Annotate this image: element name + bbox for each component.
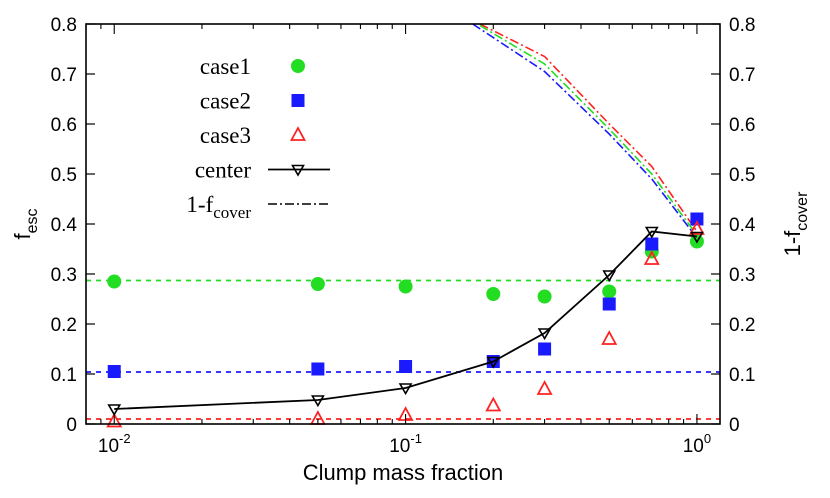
ytick-label: 0.2 [51,315,77,336]
ytick-label: 0.6 [51,115,77,136]
data-point [537,328,552,341]
data-point [602,297,616,311]
data-point [311,362,325,376]
data-point [688,220,705,235]
legend-label-main: case2 [200,89,251,114]
axis-ticks: 0 0.1 0.2 0.3 0.4 0.5 0.6 0.7 0.8 0 0.1 0.2 0.3 0.4 0.… [51,15,756,457]
ytick-label: 0.8 [51,15,77,36]
legend-item-case3: case3 [200,123,307,148]
data-point [107,404,122,417]
xtick-base: 10 [683,436,704,457]
xtick-label: 10-2 [98,431,131,457]
legend-item-case1: case1 [200,54,305,79]
data-series [106,212,705,428]
y2tick-label: 0.3 [729,265,755,286]
cover-curves [472,23,698,239]
cover-curve [479,23,698,232]
legend-marker [289,126,307,141]
data-point [601,330,618,345]
legend-label: 1-fcover [186,192,251,222]
y2tick-label: 0.5 [729,165,755,186]
xtick-exponent: 0 [704,431,711,446]
series-center [107,226,704,417]
series-line [114,230,698,410]
ytick-label: 0.5 [51,165,77,186]
cover-curve [472,23,698,239]
ytick-label: 0.7 [51,65,77,86]
y2-axis-label-main: 1-f [780,230,805,257]
reference-lines [86,279,720,420]
data-point [690,212,704,226]
data-point [486,356,501,369]
y2-axis-label: 1-fcover [780,191,811,256]
data-point [538,342,552,356]
xtick-label: 100 [683,431,711,457]
legend-label-main: case1 [200,54,251,79]
legend-label-sub: cover [213,203,251,222]
data-point [643,250,660,265]
legend: case1 case2 case3 center 1-fcover [186,54,330,222]
data-point [537,289,552,304]
data-point [399,360,413,373]
y2tick-label: 0.1 [729,365,755,386]
legend-label: case2 [200,89,251,114]
data-point [310,395,325,408]
data-point [398,279,413,294]
x-axis-label: Clump mass fraction [303,460,504,485]
data-point [107,365,121,378]
legend-label-main: center [195,158,252,183]
ytick-label: 0.1 [51,365,77,386]
cover-curve [479,24,698,236]
data-point [602,284,617,299]
data-point [398,383,413,396]
ytick-label: 0 [66,415,77,436]
y-axis-label-sub: esc [24,208,41,233]
y2tick-label: 0.7 [729,65,755,86]
xtick-label: 10-1 [389,431,422,457]
xtick-base: 10 [389,436,410,457]
data-point [485,396,502,412]
data-point [536,380,553,395]
series-case3 [106,220,705,428]
data-point [645,237,659,251]
y2tick-label: 0.4 [729,215,756,236]
legend-label: case3 [200,123,251,148]
xtick-base: 10 [98,436,119,457]
data-point [690,231,704,244]
data-point [310,277,325,291]
legend-marker [291,164,305,177]
ytick-label: 0.4 [51,215,78,236]
legend-item-1-f: 1-fcover [186,192,330,222]
legend-item-center: center [195,158,330,183]
legend-label-main: case3 [200,123,251,148]
data-point [107,274,122,289]
legend-item-case2: case2 [200,89,305,114]
data-point [644,226,659,239]
data-point [106,412,123,428]
y2tick-label: 0.2 [729,315,755,336]
y2-axis-label-sub: cover [794,191,811,231]
y2tick-label: 0.8 [729,15,755,36]
legend-label-main: 1-f [186,192,213,217]
y2tick-label: 0.6 [729,115,755,136]
legend-marker [291,94,305,107]
data-point [486,287,501,301]
legend-label: center [195,158,252,183]
xtick-exponent: -1 [410,431,422,446]
data-point [602,270,617,283]
xtick-exponent: -2 [119,431,131,446]
series-case2 [107,212,704,378]
y-axis-label: fesc [10,208,41,239]
y-axis-label-main: f [10,233,35,240]
legend-label: case1 [200,54,251,79]
ytick-label: 0.3 [51,265,77,286]
y2tick-label: 0 [729,415,740,436]
legend-marker [291,59,305,73]
